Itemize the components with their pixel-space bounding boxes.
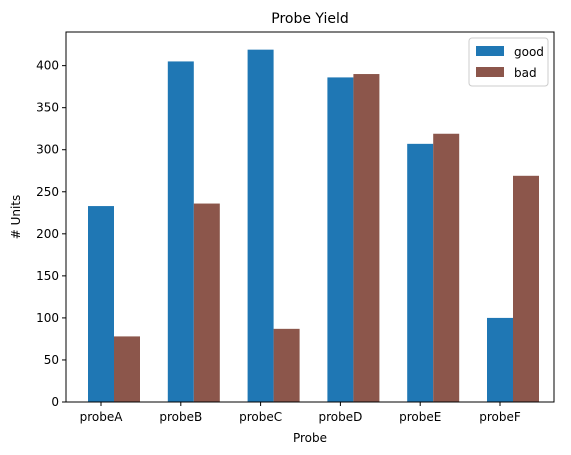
bar-bad-probeF <box>513 175 539 402</box>
bar-good-probeA <box>88 206 114 402</box>
x-tick-label-probeA: probeA <box>80 410 124 424</box>
bar-bad-probeC <box>273 328 300 402</box>
x-tick-label-probeF: probeF <box>479 410 521 424</box>
x-tick-label-probeD: probeD <box>318 410 362 424</box>
y-tick-label-150: 150 <box>36 269 59 283</box>
bar-good-probeC <box>247 49 274 403</box>
bar-good-probeE <box>407 143 434 402</box>
bar-bad-probeA <box>114 336 140 402</box>
x-tick-label-probeB: probeB <box>159 410 202 424</box>
bar-good-probeF <box>487 317 513 402</box>
x-tick-label-probeC: probeC <box>239 410 282 424</box>
y-tick-label-300: 300 <box>36 143 59 157</box>
legend: good bad <box>468 37 549 87</box>
plot-frame <box>65 31 555 403</box>
x-axis-ticks: probeA probeB probeC probeD probeE probeF <box>80 402 521 424</box>
legend-label-good: good <box>514 45 544 59</box>
y-axis-label: # Units <box>9 195 23 240</box>
legend-swatch-bad <box>476 67 504 77</box>
legend-swatch-good <box>476 46 504 56</box>
bar-bad-probeB <box>193 203 220 402</box>
bar-good-probeD <box>327 77 354 402</box>
y-tick-label-400: 400 <box>36 59 59 73</box>
bars-group <box>88 49 539 403</box>
chart-title: Probe Yield <box>271 11 349 27</box>
y-tick-label-200: 200 <box>36 227 59 241</box>
y-axis-ticks: 0 50 100 150 200 250 300 350 400 <box>36 59 66 409</box>
bar-bad-probeD <box>353 74 380 402</box>
y-tick-label-350: 350 <box>36 101 59 115</box>
y-tick-label-100: 100 <box>36 311 59 325</box>
bar-bad-probeE <box>433 133 460 402</box>
x-axis-label: Probe <box>293 431 327 445</box>
y-tick-label-250: 250 <box>36 185 59 199</box>
y-tick-label-50: 50 <box>44 353 59 367</box>
bar-good-probeB <box>167 61 194 402</box>
y-tick-label-0: 0 <box>51 395 59 409</box>
legend-label-bad: bad <box>514 66 537 80</box>
x-tick-label-probeE: probeE <box>399 410 441 424</box>
